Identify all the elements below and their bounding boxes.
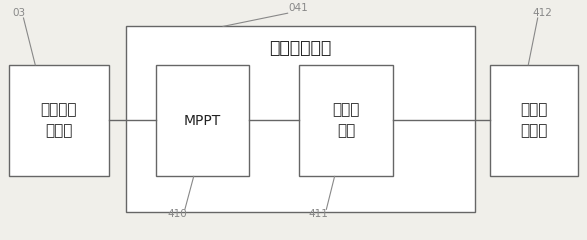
Text: MPPT: MPPT bbox=[184, 114, 221, 128]
Bar bbox=[126, 26, 475, 212]
Text: 410: 410 bbox=[167, 209, 187, 219]
Text: 03: 03 bbox=[12, 8, 25, 18]
Text: 功率调节电路: 功率调节电路 bbox=[269, 39, 332, 57]
Text: 411: 411 bbox=[309, 209, 329, 219]
Text: 柔性太阳
能电池: 柔性太阳 能电池 bbox=[41, 103, 77, 138]
Bar bbox=[9, 65, 109, 176]
Bar bbox=[299, 65, 393, 176]
Text: 电压转
换器: 电压转 换器 bbox=[333, 103, 360, 138]
Text: 041: 041 bbox=[288, 3, 308, 13]
Text: 第一开
关模块: 第一开 关模块 bbox=[521, 103, 548, 138]
Bar bbox=[490, 65, 578, 176]
Bar bbox=[156, 65, 249, 176]
Text: 412: 412 bbox=[532, 8, 552, 18]
